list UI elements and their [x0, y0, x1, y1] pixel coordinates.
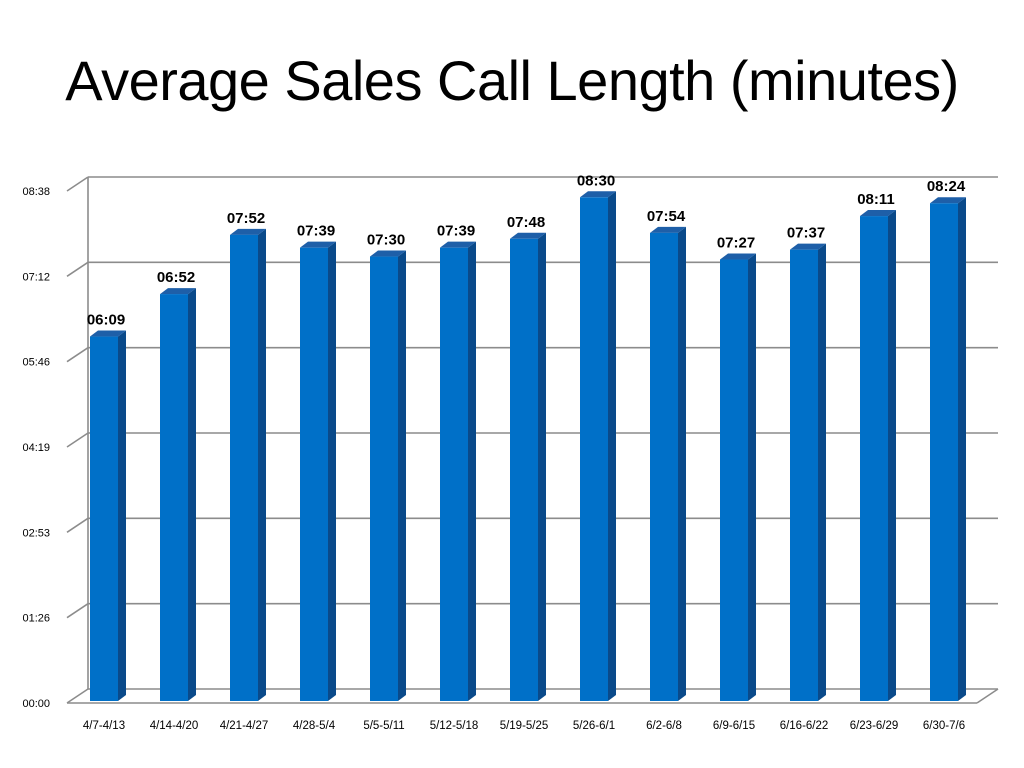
y-tick-label: 04:19: [22, 442, 50, 454]
bar-side: [538, 232, 546, 701]
x-category-label: 6/9-6/15: [713, 720, 755, 732]
bar-top: [580, 191, 616, 198]
gridline-depth: [66, 603, 89, 619]
bar-side: [328, 241, 336, 701]
floor-right-edge: [976, 688, 999, 704]
gridline-depth: [66, 261, 89, 277]
data-labels: 06:09 06:52 07:52 07:39 07:30 07:39 07:48 08:30…: [87, 172, 966, 328]
x-category-label: 5/5-5/11: [363, 720, 404, 732]
y-tick-label: 05:46: [22, 357, 50, 369]
bar-side: [888, 210, 896, 702]
x-category-label: 6/23-6/29: [850, 720, 899, 732]
gridline-depth: [66, 176, 89, 192]
bar-top: [160, 288, 196, 295]
gridline-depth: [66, 688, 89, 704]
bar: [580, 197, 608, 701]
data-label: 07:27: [717, 235, 755, 252]
data-label: 08:11: [857, 191, 895, 208]
bar: [790, 249, 818, 701]
bar-side: [958, 197, 966, 701]
bar-side: [468, 241, 476, 701]
gridline-depth: [66, 517, 89, 533]
bar: [510, 238, 538, 701]
gridline-depth: [66, 347, 89, 363]
data-label: 07:39: [297, 223, 335, 240]
bar-side: [678, 226, 686, 701]
bar: [860, 216, 888, 702]
y-axis-ticks: 00:00 01:26 02:53 04:19 05:46 07:12 08:38: [22, 186, 50, 710]
bar-top: [300, 241, 336, 248]
data-label: 07:52: [227, 210, 265, 227]
chart-title: Average Sales Call Length (minutes): [65, 49, 959, 112]
bar: [300, 247, 328, 701]
bar: [160, 294, 188, 701]
data-label: 07:30: [367, 232, 405, 249]
x-category-label: 5/19-5/25: [500, 720, 549, 732]
y-tick-label: 02:53: [22, 527, 50, 539]
data-label: 06:09: [87, 312, 125, 329]
x-category-label: 4/7-4/13: [83, 720, 125, 732]
data-label: 08:30: [577, 172, 615, 189]
bar-top: [930, 197, 966, 204]
data-label: 07:39: [437, 223, 475, 240]
bar-top: [440, 241, 476, 248]
bar: [440, 247, 468, 701]
bar-side: [748, 253, 756, 701]
bar: [930, 203, 958, 701]
bar-side: [188, 288, 196, 701]
data-label: 08:24: [927, 178, 966, 195]
x-category-label: 4/21-4/27: [220, 720, 269, 732]
bar: [720, 259, 748, 701]
bars: [90, 191, 966, 702]
bar: [230, 234, 258, 702]
x-category-label: 5/12-5/18: [430, 720, 479, 732]
bar-top: [860, 210, 896, 217]
x-category-label: 5/26-6/1: [573, 720, 615, 732]
bar-top: [720, 253, 756, 260]
bar-top: [230, 228, 266, 235]
bar-top: [510, 232, 546, 239]
bar-side: [258, 228, 266, 702]
bar: [370, 256, 398, 701]
y-tick-label: 01:26: [22, 613, 50, 625]
bar-top: [650, 226, 686, 233]
bar: [90, 336, 118, 701]
bar-top: [90, 330, 126, 337]
x-category-label: 4/14-4/20: [150, 720, 199, 732]
y-tick-label: 08:38: [22, 186, 50, 198]
x-axis-categories: 4/7-4/13 4/14-4/20 4/21-4/27 4/28-5/4 5/5-5/…: [83, 720, 965, 732]
data-label: 06:52: [157, 269, 195, 286]
bar: [650, 232, 678, 701]
x-category-label: 6/16-6/22: [780, 720, 829, 732]
data-label: 07:37: [787, 225, 825, 242]
bar-top: [790, 243, 826, 250]
bar-side: [818, 243, 826, 701]
x-category-label: 6/2-6/8: [646, 720, 682, 732]
y-tick-label: 00:00: [22, 698, 50, 710]
bar-side: [398, 250, 406, 702]
y-tick-label: 07:12: [22, 271, 50, 283]
bar-side: [118, 330, 126, 701]
bar-top: [370, 250, 406, 257]
gridline-depth: [66, 432, 89, 448]
bar-side: [608, 191, 616, 701]
x-category-label: 6/30-7/6: [923, 720, 965, 732]
data-label: 07:54: [647, 208, 686, 225]
data-label: 07:48: [507, 214, 545, 231]
x-category-label: 4/28-5/4: [293, 720, 336, 732]
